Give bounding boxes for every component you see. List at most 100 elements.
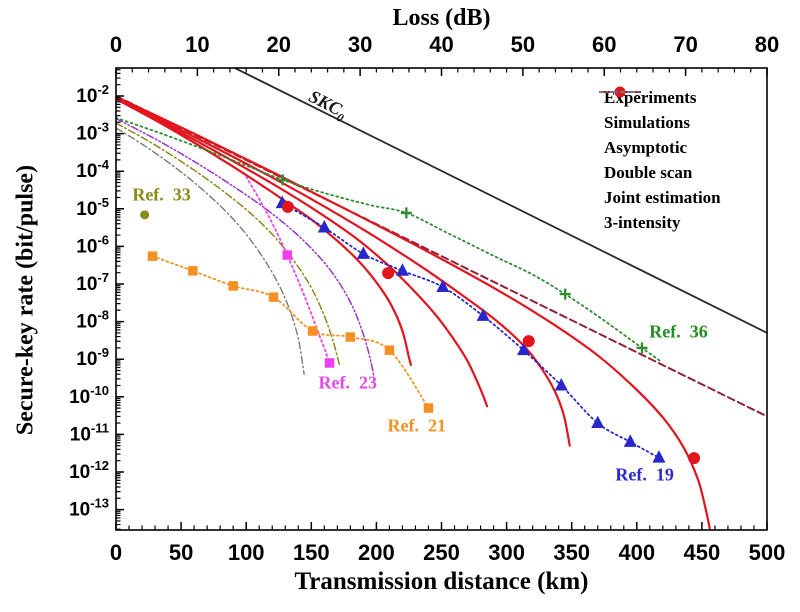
x2-tick-label: 50 bbox=[511, 32, 535, 57]
x-tick-label: 500 bbox=[749, 540, 786, 565]
square-marker bbox=[324, 358, 335, 368]
circle-marker bbox=[382, 267, 395, 280]
y-tick-label: 10-4 bbox=[76, 157, 109, 182]
x-tick-label: 50 bbox=[169, 540, 193, 565]
y-tick-label: 10-7 bbox=[76, 270, 109, 295]
series-ref-36-markers bbox=[277, 174, 648, 354]
circle-marker bbox=[281, 200, 294, 213]
series-layer bbox=[116, 68, 767, 530]
triangle-marker bbox=[356, 246, 370, 259]
x-tick-label: 0 bbox=[110, 540, 122, 565]
plus-marker bbox=[636, 342, 648, 354]
bottom-axis-title: Transmission distance (km) bbox=[294, 568, 589, 595]
series-ref-19-markers bbox=[275, 195, 666, 463]
tick-layer bbox=[115, 68, 768, 530]
x2-tick-label: 10 bbox=[185, 32, 209, 57]
series-simulation-3-line bbox=[116, 96, 571, 447]
legend-label: 3-intensity bbox=[604, 212, 681, 232]
y-tick-label: 10-2 bbox=[76, 82, 109, 107]
legend-swatch bbox=[599, 91, 641, 93]
square-marker bbox=[282, 250, 292, 260]
legend-item: Asymptotic bbox=[597, 91, 721, 160]
legend-item: Double scan bbox=[597, 91, 721, 185]
square-marker bbox=[384, 345, 395, 355]
x-tick-label: 350 bbox=[553, 540, 590, 565]
y-tick-label: 10-13 bbox=[69, 496, 109, 521]
legend: Experiments Simulations Asymptotic Double s… bbox=[597, 85, 721, 235]
x2-tick-label: 80 bbox=[755, 32, 779, 57]
legend-label: Simulations bbox=[604, 112, 690, 132]
major-ticks bbox=[115, 68, 768, 530]
plus-marker bbox=[559, 288, 571, 300]
marker-layer bbox=[140, 174, 701, 465]
square-marker bbox=[147, 251, 158, 261]
triangle-marker bbox=[591, 415, 605, 429]
ref-23-label: Ref. 23 bbox=[318, 372, 377, 392]
series-ref-33-markers bbox=[140, 210, 150, 220]
triangle-marker bbox=[517, 342, 531, 356]
triangle-marker bbox=[554, 377, 568, 391]
series-double-scan-line bbox=[116, 117, 375, 377]
series-three-intensity-line bbox=[116, 127, 305, 375]
x2-tick-label: 40 bbox=[429, 32, 453, 57]
triangle-marker bbox=[317, 220, 331, 233]
y-tick-label: 10-5 bbox=[76, 195, 109, 220]
legend-label: Joint estimation bbox=[604, 187, 721, 207]
series-ref-23-markers bbox=[282, 250, 335, 368]
y-tick-label: 10-9 bbox=[76, 345, 109, 370]
square-marker bbox=[307, 326, 318, 336]
x-tick-label: 200 bbox=[358, 540, 395, 565]
x-tick-label: 100 bbox=[228, 540, 265, 565]
triangle-marker bbox=[395, 263, 409, 276]
circle-marker bbox=[522, 335, 535, 348]
x2-tick-label: 60 bbox=[592, 32, 616, 57]
plus-marker bbox=[400, 207, 412, 219]
series-ref-21-markers bbox=[147, 251, 434, 413]
x-tick-label: 400 bbox=[618, 540, 655, 565]
minor-ticks bbox=[116, 68, 755, 530]
y-tick-label: 10-11 bbox=[70, 420, 109, 445]
triangle-marker bbox=[476, 308, 490, 321]
dot-marker bbox=[140, 210, 150, 220]
x-tick-label: 250 bbox=[423, 540, 460, 565]
top-axis-title: Loss (dB) bbox=[392, 5, 491, 31]
legend-item: Simulations bbox=[597, 91, 721, 135]
tick-label-layer: 0 50 100 150 200 250 300 350 400 450 500 0 10 20 30 40 5… bbox=[69, 32, 785, 565]
series-skc0-line bbox=[234, 68, 767, 334]
triangle-marker bbox=[436, 279, 450, 292]
series-experiments-markers bbox=[281, 200, 701, 465]
square-marker bbox=[188, 266, 198, 276]
legend-label: Asymptotic bbox=[604, 137, 688, 157]
square-marker bbox=[268, 292, 279, 302]
circle-marker bbox=[688, 452, 701, 465]
legend-item: 3-intensity bbox=[597, 91, 721, 235]
ref-19-label: Ref. 19 bbox=[615, 464, 674, 485]
series-ref-23-line bbox=[245, 175, 332, 368]
series-simulation-4-line bbox=[116, 95, 711, 530]
y-tick-label: 10-6 bbox=[76, 232, 109, 257]
x-tick-label: 300 bbox=[488, 540, 525, 565]
y-tick-label: 10-12 bbox=[69, 458, 109, 483]
y-tick-label: 10-10 bbox=[69, 383, 109, 408]
ref-36-label: Ref. 36 bbox=[649, 321, 708, 342]
triangle-marker bbox=[623, 434, 637, 447]
triangle-marker bbox=[652, 450, 666, 463]
legend-label: Double scan bbox=[604, 162, 693, 182]
y-tick-label: 10-8 bbox=[76, 308, 109, 333]
x2-tick-label: 0 bbox=[110, 32, 122, 57]
x2-tick-label: 30 bbox=[348, 32, 372, 57]
square-marker bbox=[423, 403, 434, 413]
series-simulation-2-line bbox=[116, 97, 489, 408]
series-joint-estimation-line bbox=[116, 122, 341, 368]
plus-marker bbox=[277, 174, 289, 186]
ref-21-label: Ref. 21 bbox=[387, 415, 446, 436]
x2-tick-label: 20 bbox=[267, 32, 291, 57]
legend-item: Joint estimation bbox=[597, 91, 721, 210]
square-marker bbox=[345, 332, 356, 342]
x-tick-label: 150 bbox=[293, 540, 330, 565]
ref-33-label: Ref. 33 bbox=[132, 184, 191, 204]
y-tick-label: 10-3 bbox=[76, 120, 109, 145]
x-tick-label: 450 bbox=[684, 540, 721, 565]
